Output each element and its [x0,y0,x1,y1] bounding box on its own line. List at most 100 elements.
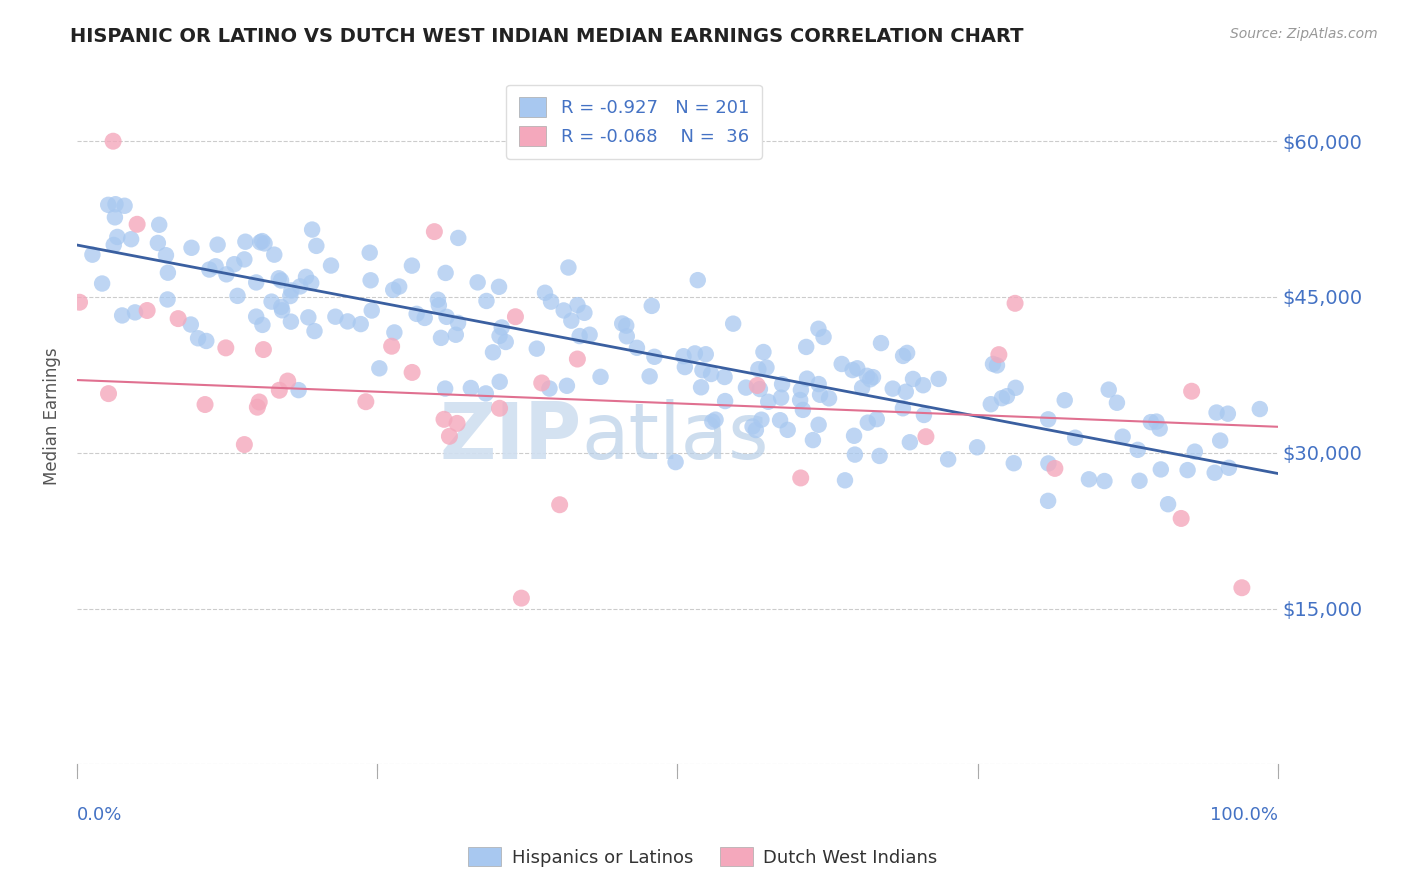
Point [686,273,709,287]
Point [505,310,527,324]
Point [704,412,727,426]
Point [1184,444,1206,458]
Point [1149,421,1171,435]
Point [1230,581,1253,595]
Point [789,392,811,407]
Point [980,397,1002,411]
Point [447,316,470,330]
Point [475,293,498,308]
Point [136,303,159,318]
Point [1181,384,1204,399]
Point [204,260,226,274]
Point [434,266,457,280]
Point [672,349,695,363]
Point [665,455,688,469]
Point [488,375,510,389]
Point [246,400,269,414]
Point [156,266,179,280]
Point [460,381,482,395]
Point [252,318,274,332]
Point [434,382,457,396]
Point [638,369,661,384]
Point [614,318,637,333]
Point [882,382,904,396]
Point [1043,461,1066,475]
Point [444,327,467,342]
Point [692,363,714,377]
Point [1126,442,1149,457]
Point [1128,474,1150,488]
Point [288,279,311,293]
Point [643,350,665,364]
Point [807,322,830,336]
Point [841,363,863,377]
Point [612,317,634,331]
Point [700,367,723,381]
Point [553,303,575,318]
Point [747,378,769,392]
Point [299,276,322,290]
Point [360,273,382,287]
Point [245,310,267,324]
Point [249,235,271,250]
Point [928,372,950,386]
Point [413,310,436,325]
Point [912,378,935,392]
Point [721,317,744,331]
Point [1053,393,1076,408]
Point [790,471,813,485]
Point [146,235,169,250]
Point [844,448,866,462]
Point [148,218,170,232]
Point [195,334,218,348]
Point [91,277,114,291]
Point [741,419,763,434]
Text: 0.0%: 0.0% [77,806,122,824]
Point [831,357,853,371]
Point [1002,456,1025,470]
Point [446,417,468,431]
Point [702,415,724,429]
Point [912,408,935,422]
Point [224,257,246,271]
Point [1249,402,1271,417]
Point [626,341,648,355]
Point [194,398,217,412]
Point [1004,296,1026,310]
Point [278,289,301,303]
Point [796,372,818,386]
Point [567,351,589,366]
Point [233,437,256,451]
Point [97,386,120,401]
Point [616,329,638,343]
Point [245,276,267,290]
Point [247,395,270,409]
Point [641,299,664,313]
Point [120,232,142,246]
Point [808,388,831,402]
Point [426,293,449,307]
Point [69,295,91,310]
Point [104,197,127,211]
Point [859,372,882,386]
Point [813,330,835,344]
Point [267,271,290,285]
Point [250,234,273,248]
Point [1157,497,1180,511]
Point [1038,412,1060,426]
Point [301,222,323,236]
Point [530,376,553,390]
Point [488,401,510,416]
Point [842,429,865,443]
Point [305,239,328,253]
Legend: R = -0.927   N = 201, R = -0.068    N =  36: R = -0.927 N = 201, R = -0.068 N = 36 [506,85,762,159]
Point [226,289,249,303]
Point [180,318,202,332]
Point [325,310,347,324]
Point [894,384,917,399]
Point [673,360,696,375]
Point [891,349,914,363]
Point [862,370,884,384]
Point [269,384,291,398]
Point [155,248,177,262]
